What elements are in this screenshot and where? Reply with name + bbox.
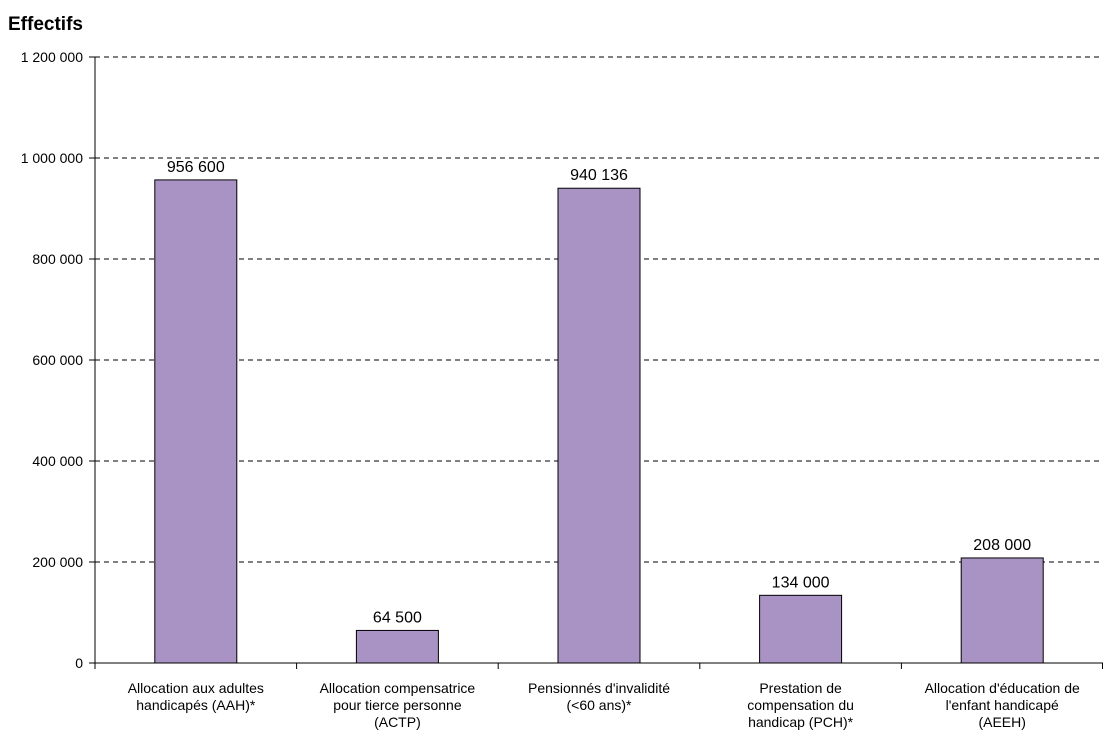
x-tick-label-line: Prestation de bbox=[759, 680, 842, 696]
x-tick-label-line: Pensionnés d'invalidité bbox=[528, 680, 670, 696]
bar bbox=[557, 187, 641, 664]
bar bbox=[960, 557, 1044, 664]
x-tick-label-line: l'enfant handicapé bbox=[946, 697, 1059, 713]
bar bbox=[154, 179, 238, 664]
x-tick-label: Allocation compensatrice pour tierce pers… bbox=[320, 680, 476, 730]
x-tick-label-line: (ACTP) bbox=[374, 714, 421, 730]
x-tick-label-line: handicapés (AAH)* bbox=[136, 697, 256, 713]
bar bbox=[355, 629, 439, 664]
y-axis-title: Effectifs bbox=[8, 14, 83, 35]
x-tick-label-line: pour tierce personne bbox=[333, 697, 462, 713]
data-label: 134 000 bbox=[772, 574, 830, 591]
y-axis-ticks: 0 200 000 400 000 600 000 800 000 1 000 000 1 … bbox=[21, 49, 95, 671]
data-label: 64 500 bbox=[373, 609, 422, 626]
x-tick-label-line: Allocation d'éducation de bbox=[925, 680, 1080, 696]
x-tick-label-line: Allocation aux adultes bbox=[128, 680, 264, 696]
y-tick-label: 0 bbox=[75, 655, 83, 671]
x-tick-label-line: (AEEH) bbox=[978, 714, 1025, 730]
y-tick-label: 400 000 bbox=[32, 453, 83, 469]
data-label: 940 136 bbox=[570, 167, 628, 184]
x-tick-label-line: compensation du bbox=[747, 697, 854, 713]
x-tick-label-line: handicap (PCH)* bbox=[748, 714, 854, 730]
y-tick-label: 1 000 000 bbox=[21, 150, 83, 166]
data-label: 208 000 bbox=[973, 537, 1031, 554]
x-tick-label-line: Allocation compensatrice bbox=[320, 680, 476, 696]
x-tick-label-line: (<60 ans)* bbox=[567, 697, 633, 713]
y-tick-label: 1 200 000 bbox=[21, 49, 83, 65]
y-tick-label: 600 000 bbox=[32, 352, 83, 368]
bars bbox=[154, 179, 1044, 664]
x-tick-label: Allocation aux adultes handicapés (AAH)* bbox=[128, 680, 264, 713]
x-tick-label: Allocation d'éducation de l'enfant handic… bbox=[925, 680, 1080, 730]
data-label: 956 600 bbox=[167, 159, 225, 176]
x-axis-ticks: Allocation aux adultes handicapés (AAH)*A… bbox=[94, 663, 1103, 730]
x-tick-label: Prestation de compensation du handicap (PC… bbox=[747, 680, 854, 730]
data-labels: 956 600 64 500 940 136 134 000 208 000 bbox=[167, 159, 1031, 627]
y-tick-label: 200 000 bbox=[32, 554, 83, 570]
y-tick-label: 800 000 bbox=[32, 251, 83, 267]
bar bbox=[759, 594, 843, 664]
x-tick-label: Pensionnés d'invalidité (<60 ans)* bbox=[528, 680, 670, 713]
